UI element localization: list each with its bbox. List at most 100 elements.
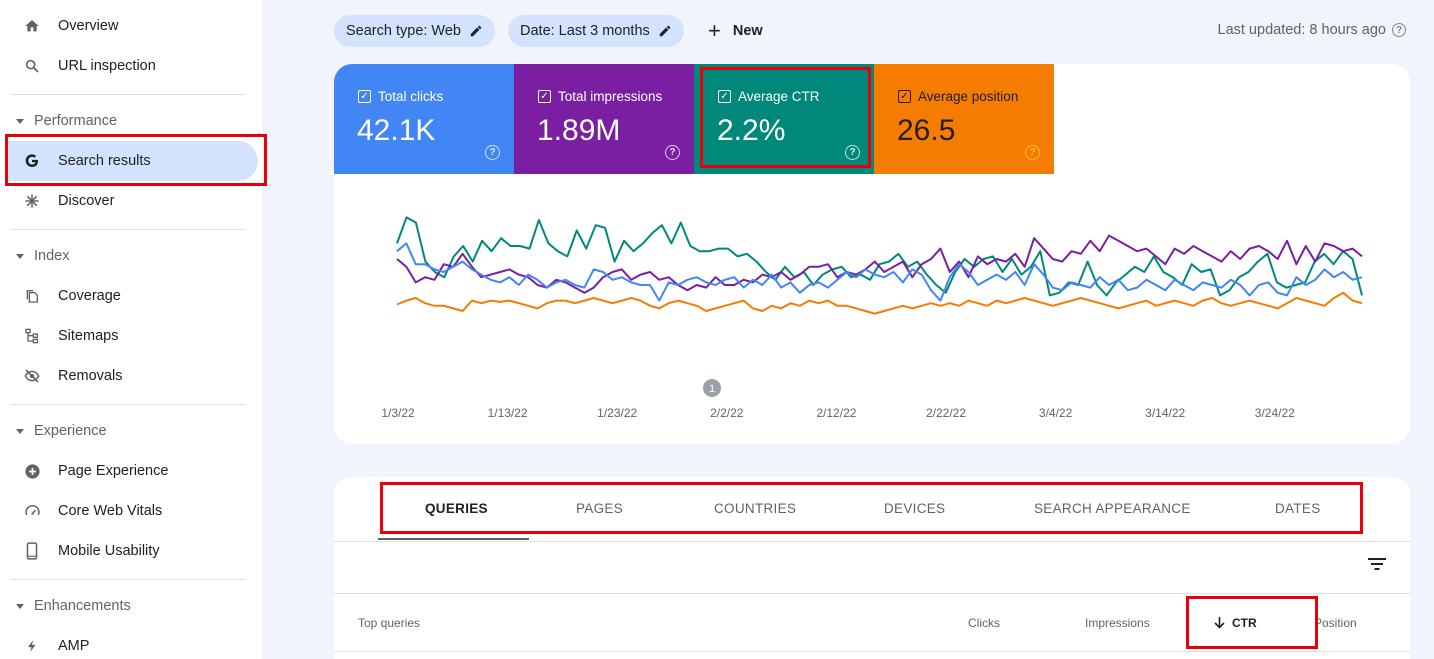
tab-devices[interactable]: DEVICES [884, 501, 946, 516]
checkbox-checked-icon[interactable]: ✓ [718, 90, 731, 103]
divider [10, 229, 246, 230]
date-chip[interactable]: Date: Last 3 months [508, 15, 684, 47]
sidebar-item-label: AMP [58, 638, 90, 654]
column-ctr-label: CTR [1232, 616, 1257, 630]
x-tick-label: 3/4/22 [1039, 406, 1073, 420]
x-tick-label: 1/3/22 [381, 406, 415, 420]
metric-label-row: ✓ Average CTR [718, 89, 820, 104]
sidebar-item-page-experience[interactable]: Page Experience [0, 451, 262, 491]
caret-down-icon [16, 428, 24, 434]
sidebar-item-label: Mobile Usability [58, 543, 160, 559]
series-line-average-ctr [396, 216, 1363, 297]
divider [10, 579, 246, 580]
new-label: New [732, 23, 763, 39]
search-type-chip[interactable]: Search type: Web [334, 15, 495, 47]
sidebar-item-coverage[interactable]: Coverage [0, 276, 262, 316]
speedometer-icon [22, 501, 42, 521]
sidebar-item-label: Search results [58, 153, 151, 169]
section-experience[interactable]: Experience [0, 416, 262, 446]
sidebar-item-sitemaps[interactable]: Sitemaps [0, 316, 262, 356]
metric-total-clicks[interactable]: ✓ Total clicks 42.1K ? [334, 64, 514, 174]
column-top-queries[interactable]: Top queries [358, 616, 421, 630]
column-position[interactable]: Position [1314, 616, 1357, 630]
sidebar-item-removals[interactable]: Removals [0, 356, 262, 396]
x-tick-label: 3/24/22 [1255, 406, 1295, 420]
checkbox-checked-icon[interactable]: ✓ [538, 90, 551, 103]
column-impressions[interactable]: Impressions [1085, 616, 1150, 630]
arrow-down-icon [1214, 617, 1225, 629]
annotation-marker[interactable]: 1 [703, 379, 721, 397]
series-line-average-position [396, 291, 1363, 315]
help-icon[interactable]: ? [1025, 145, 1040, 160]
sidebar-item-label: Discover [58, 193, 115, 209]
x-tick-label: 2/22/22 [926, 406, 966, 420]
tab-search-appearance[interactable]: SEARCH APPEARANCE [1034, 501, 1191, 516]
metric-value: 1.89M [537, 114, 621, 147]
metric-label-row: ✓ Total clicks [358, 89, 443, 104]
sidebar-item-label: URL inspection [58, 58, 156, 74]
metric-average-position[interactable]: ✓ Average position 26.5 ? [874, 64, 1054, 174]
x-tick-label: 2/2/22 [710, 406, 744, 420]
help-icon[interactable]: ? [845, 145, 860, 160]
metric-total-impressions[interactable]: ✓ Total impressions 1.89M ? [514, 64, 694, 174]
section-performance[interactable]: Performance [0, 106, 262, 136]
caret-down-icon [16, 253, 24, 259]
divider [334, 651, 1410, 652]
section-enhancements[interactable]: Enhancements [0, 591, 262, 621]
x-tick-label: 1/23/22 [597, 406, 637, 420]
column-ctr[interactable]: CTR [1214, 616, 1257, 630]
tab-pages[interactable]: PAGES [576, 501, 624, 516]
pencil-icon [469, 24, 483, 38]
tab-queries[interactable]: QUERIES [425, 501, 488, 516]
search-icon [22, 56, 42, 76]
sidebar-item-discover[interactable]: Discover [0, 181, 262, 221]
sidebar-item-search-results[interactable]: Search results [6, 141, 258, 181]
metric-label-row: ✓ Total impressions [538, 89, 662, 104]
x-tick-label: 1/13/22 [488, 406, 528, 420]
smartphone-icon [22, 541, 42, 561]
sidebar-item-core-web-vitals[interactable]: Core Web Vitals [0, 491, 262, 531]
sitemap-icon [22, 326, 42, 346]
sidebar-item-label: Page Experience [58, 463, 169, 479]
sidebar-item-amp[interactable]: AMP [0, 626, 262, 659]
checkbox-checked-icon[interactable]: ✓ [898, 90, 911, 103]
divider [334, 593, 1410, 594]
sidebar-item-label: Removals [58, 368, 123, 384]
file-copy-icon [22, 286, 42, 306]
section-label: Experience [34, 423, 107, 439]
section-label: Performance [34, 113, 118, 129]
filter-list-icon[interactable] [1368, 557, 1386, 576]
help-icon[interactable]: ? [485, 145, 500, 160]
sidebar: Overview URL inspection Performance Sear… [0, 0, 262, 659]
metric-average-ctr[interactable]: ✓ Average CTR 2.2% ? [694, 64, 874, 174]
new-filter-button[interactable]: + New [708, 15, 763, 47]
section-index[interactable]: Index [0, 241, 262, 271]
sidebar-item-label: Core Web Vitals [58, 503, 163, 519]
column-clicks[interactable]: Clicks [968, 616, 1000, 630]
add-circle-icon [22, 461, 42, 481]
checkbox-checked-icon[interactable]: ✓ [358, 90, 371, 103]
metric-label: Average CTR [738, 89, 820, 104]
sidebar-item-label: Overview [58, 18, 119, 34]
help-icon[interactable]: ? [665, 145, 680, 160]
pencil-icon [658, 24, 672, 38]
metric-value: 2.2% [717, 114, 786, 147]
divider [10, 404, 246, 405]
sidebar-item-url-inspection[interactable]: URL inspection [0, 46, 262, 86]
metric-label: Total clicks [378, 89, 444, 104]
caret-down-icon [16, 118, 24, 124]
tab-countries[interactable]: COUNTRIES [714, 501, 797, 516]
section-label: Enhancements [34, 598, 131, 614]
help-icon[interactable]: ? [1392, 23, 1406, 37]
tab-dates[interactable]: DATES [1275, 501, 1321, 516]
chip-label: Date: Last 3 months [520, 23, 650, 39]
active-tab-indicator [378, 538, 529, 540]
x-tick-label: 3/14/22 [1145, 406, 1185, 420]
last-updated-text: Last updated: 8 hours ago [1217, 22, 1387, 38]
google-g-icon [22, 151, 42, 171]
sidebar-item-label: Sitemaps [58, 328, 119, 344]
sidebar-item-overview[interactable]: Overview [0, 6, 262, 46]
home-icon [22, 16, 42, 36]
sidebar-item-mobile-usability[interactable]: Mobile Usability [0, 531, 262, 571]
series-line-total-impressions [396, 234, 1363, 294]
